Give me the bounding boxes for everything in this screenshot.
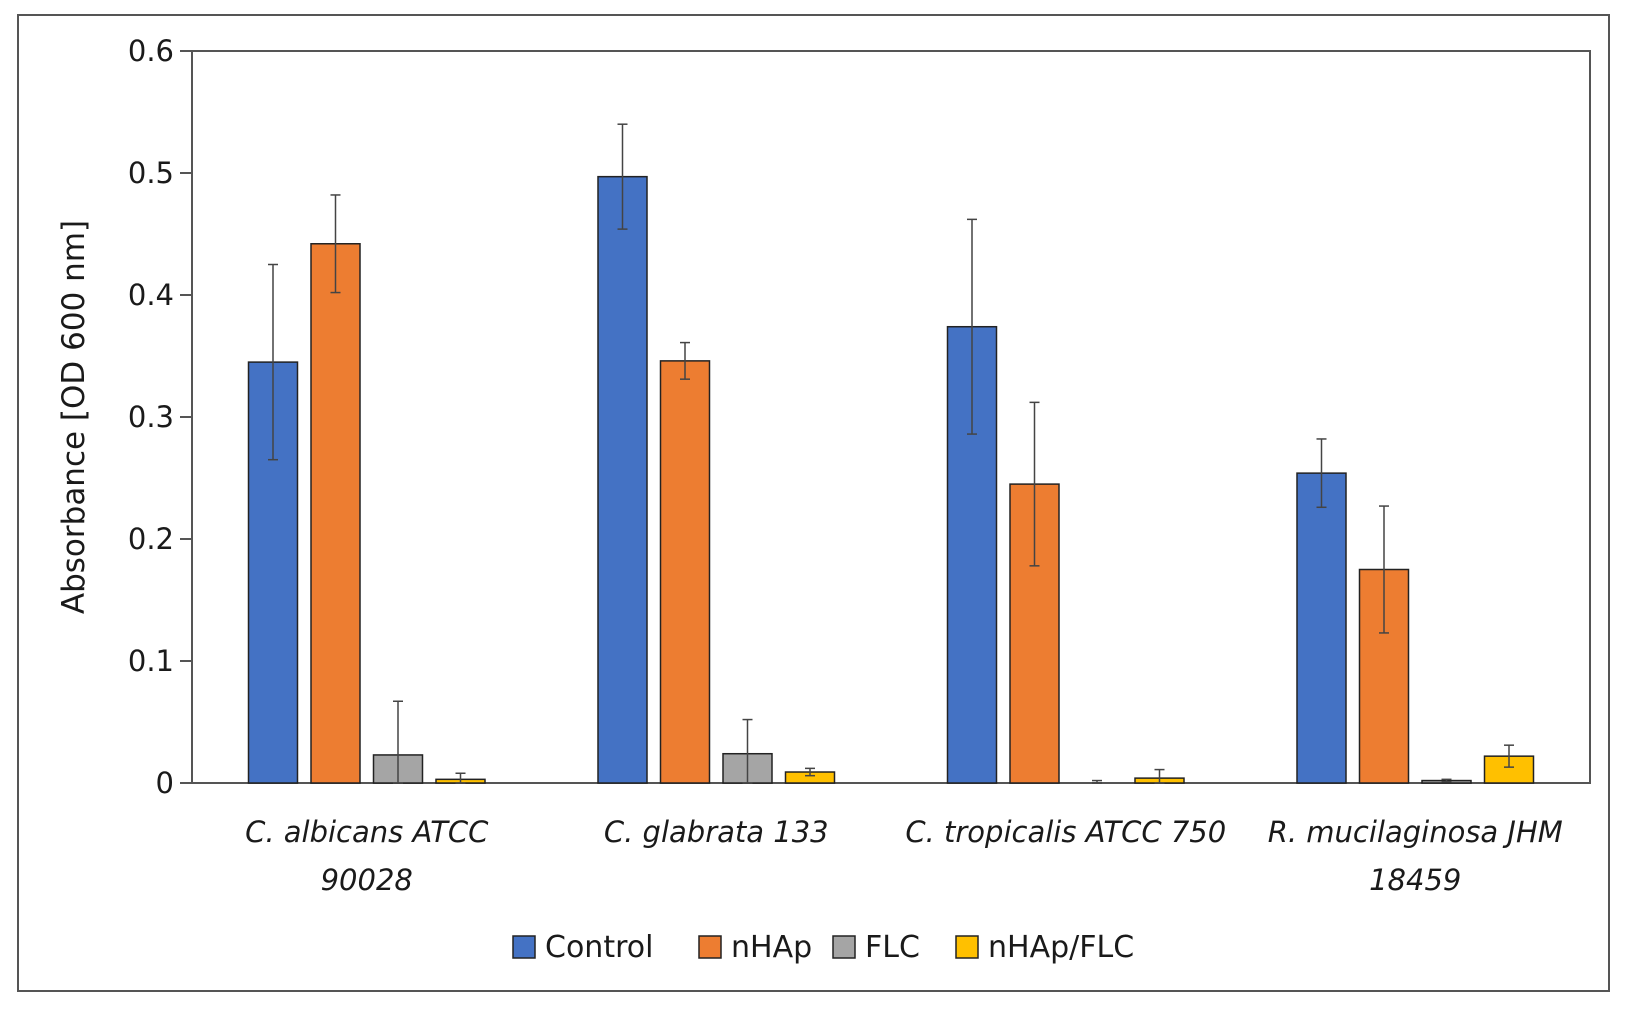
error-bars [268, 123, 1514, 784]
error-bar [617, 123, 628, 230]
error-bar [1154, 768, 1165, 784]
y-tick-label: 0 [156, 766, 174, 800]
legend-item: nHAp [698, 930, 812, 965]
plot-area [191, 50, 1591, 784]
error-bar [268, 263, 278, 461]
legend: Control nHAp FLC nHAp/FLC [512, 930, 1134, 965]
y-tick-label: 0.4 [128, 278, 174, 312]
y-axis-label: Absorbance [OD 600 nm] [56, 220, 92, 614]
error-bar [1504, 744, 1514, 768]
error-bar [967, 218, 977, 435]
error-bar [805, 767, 815, 777]
y-tick-label: 0.3 [128, 400, 174, 434]
y-axis: 0 0.1 0.2 0.3 0.4 0.5 0.6 [128, 34, 192, 800]
y-tick-label: 0.2 [128, 522, 174, 556]
x-category-label: C. albicans ATCC [245, 815, 489, 849]
bar [659, 360, 711, 784]
error-bar [742, 718, 753, 784]
x-axis: C. albicans ATCC 90028 C. glabrata 133 C. t… [245, 815, 1563, 897]
error-bar [455, 772, 466, 784]
error-bar [680, 341, 690, 380]
x-category-label: C. tropicalis ATCC 750 [905, 815, 1226, 849]
x-category-label: C. glabrata 133 [604, 815, 829, 849]
legend-label: FLC [865, 930, 920, 965]
y-tick-label: 0.6 [128, 34, 174, 68]
y-tick-label: 0.5 [128, 156, 174, 190]
legend-label: Control [545, 930, 653, 965]
legend-swatch [955, 935, 979, 959]
error-bar [1379, 505, 1389, 634]
legend-swatch [512, 935, 536, 959]
legend-swatch [698, 935, 722, 959]
error-bar [1441, 778, 1452, 783]
x-category-label: 18459 [1369, 863, 1461, 897]
x-category-label: 90028 [321, 863, 413, 897]
legend-item: Control [512, 930, 653, 965]
bars [247, 175, 1535, 784]
legend-swatch [832, 935, 856, 959]
bar [597, 175, 648, 784]
y-tick-label: 0.1 [128, 644, 174, 678]
error-bar [393, 700, 403, 784]
x-category-label: R. mucilaginosa JHM [1268, 815, 1563, 849]
bar [310, 243, 361, 784]
bar [1296, 472, 1347, 784]
legend-label: nHAp [731, 930, 812, 965]
error-bar [330, 194, 341, 294]
legend-label: nHAp/FLC [988, 930, 1134, 965]
error-bar [1316, 438, 1327, 509]
legend-item: FLC [832, 930, 920, 965]
error-bar [1092, 779, 1102, 784]
legend-item: nHAp/FLC [955, 930, 1134, 965]
error-bar [1029, 401, 1040, 567]
